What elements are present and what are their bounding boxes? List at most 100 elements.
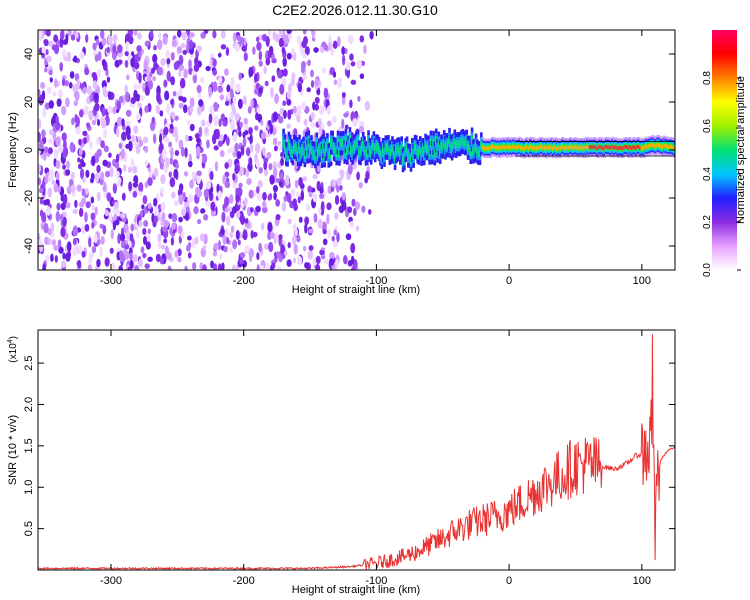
heatmap-cell (161, 148, 167, 160)
heatmap-cell (221, 211, 226, 223)
signal-band-cell (640, 146, 644, 151)
heatmap-cell (252, 46, 256, 55)
heatmap-cell (341, 46, 345, 55)
signal-band-cell (494, 145, 498, 150)
heatmap-cell (131, 102, 135, 109)
signal-band-cell (641, 145, 645, 150)
heatmap-cell (128, 181, 133, 192)
heatmap-cell (126, 74, 130, 81)
heatmap-cell (267, 119, 272, 127)
heatmap-cell (249, 133, 253, 145)
heatmap-cell (138, 219, 143, 228)
heatmap-cell (281, 77, 287, 87)
heatmap-cell (345, 124, 349, 130)
heatmap-cell (81, 188, 86, 197)
heatmap-cell (180, 209, 186, 217)
signal-band-cell (648, 143, 652, 148)
heatmap-cell (106, 76, 111, 83)
heatmap-cell (279, 173, 284, 180)
signal-band-cell (283, 142, 287, 151)
heatmap-cell (163, 238, 168, 244)
heatmap-cell (131, 134, 135, 143)
heatmap-cell (304, 216, 310, 225)
signal-band-cell (295, 145, 299, 153)
heatmap-cell (213, 263, 218, 270)
heatmap-cell (326, 105, 331, 116)
heatmap-cell (64, 79, 69, 87)
heatmap-cell (77, 259, 82, 269)
signal-band-cell (468, 143, 471, 152)
heatmap-cell (107, 35, 113, 46)
heatmap-cell (218, 134, 224, 142)
signal-band-cell (360, 145, 364, 153)
heatmap-cell (101, 107, 106, 117)
y-tick-label: 2.5 (23, 355, 35, 370)
heatmap-cell (332, 40, 338, 50)
heatmap-cell (237, 239, 241, 246)
heatmap-cell (61, 78, 66, 87)
heatmap-cell (224, 68, 229, 76)
heatmap-cell (247, 162, 253, 172)
heatmap-cell (194, 236, 199, 245)
signal-band-cell (614, 145, 617, 150)
signal-band-cell (330, 138, 333, 147)
heatmap-cell (278, 142, 283, 151)
heatmap-cell (291, 235, 297, 245)
heatmap-cell (115, 153, 120, 163)
heatmap-cell (55, 115, 59, 125)
spectrogram-x-label: Height of straight line (km) (292, 284, 420, 296)
heatmap-cell (117, 233, 121, 244)
heatmap-cell (169, 156, 174, 165)
heatmap-cell (125, 230, 131, 242)
signal-band-cell (586, 144, 589, 149)
heatmap-cell (109, 247, 114, 254)
heatmap-cell (66, 185, 72, 195)
heatmap-cell (104, 209, 109, 217)
heatmap-cell (43, 146, 49, 154)
signal-band-cell (428, 148, 431, 157)
heatmap-cell (89, 177, 94, 184)
heatmap-cell (225, 136, 230, 146)
heatmap-cell (47, 228, 53, 236)
signal-band-cell (567, 146, 571, 151)
heatmap-cell (132, 190, 138, 198)
signal-band-cell (411, 146, 414, 154)
heatmap-cell (224, 171, 230, 178)
snr-x-ticks: -300 -200 -100 0 100 (100, 330, 651, 587)
signal-band-cell (478, 149, 482, 157)
signal-band-cell (570, 145, 573, 149)
signal-band-cell (612, 146, 616, 150)
heatmap-cell (39, 139, 44, 151)
heatmap-cell (212, 69, 218, 76)
signal-band-cell (395, 147, 398, 155)
signal-band-cell (626, 145, 629, 149)
colorbar-tick-label: 0.4 (702, 167, 713, 181)
heatmap-cell (55, 211, 61, 222)
heatmap-cell (97, 68, 101, 78)
heatmap-cell (208, 86, 213, 97)
heatmap-cell (235, 83, 241, 94)
heatmap-cell (129, 259, 134, 270)
signal-band-cell (538, 145, 542, 150)
heatmap-cell (317, 218, 323, 229)
signal-band-cell (310, 143, 313, 151)
heatmap-cell (155, 253, 161, 263)
signal-band-cell (517, 145, 520, 150)
heatmap-cell (189, 106, 194, 113)
x-tick-label: 0 (506, 575, 512, 587)
heatmap-cell (94, 54, 99, 62)
heatmap-cell (177, 225, 183, 235)
heatmap-cell (171, 212, 178, 223)
heatmap-cell (116, 126, 120, 138)
heatmap-cell (341, 91, 346, 98)
heatmap-cell (90, 196, 95, 204)
signal-band-cell (587, 145, 591, 150)
heatmap-cell (213, 242, 219, 251)
heatmap-cell (119, 250, 124, 261)
signal-band-cell (633, 145, 637, 150)
heatmap-cell (135, 230, 140, 238)
signal-band-cell (346, 148, 349, 157)
signal-band-cell (664, 144, 668, 149)
heatmap-cell (138, 191, 143, 197)
heatmap-cell (77, 157, 81, 163)
